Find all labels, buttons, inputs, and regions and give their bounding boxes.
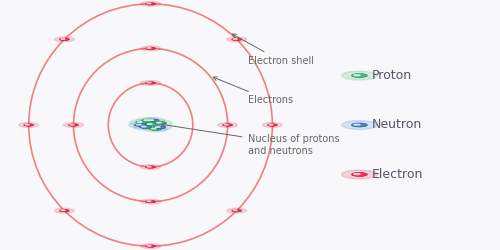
Ellipse shape xyxy=(147,3,151,4)
Ellipse shape xyxy=(140,126,151,128)
Ellipse shape xyxy=(150,128,162,130)
Ellipse shape xyxy=(26,124,29,125)
Ellipse shape xyxy=(54,37,74,42)
Ellipse shape xyxy=(147,82,151,83)
Ellipse shape xyxy=(136,124,141,125)
Ellipse shape xyxy=(140,80,160,86)
Ellipse shape xyxy=(128,122,152,128)
Text: Proton: Proton xyxy=(372,69,412,82)
Ellipse shape xyxy=(146,245,156,248)
Ellipse shape xyxy=(154,122,166,124)
Ellipse shape xyxy=(134,124,146,126)
Ellipse shape xyxy=(262,122,282,128)
Ellipse shape xyxy=(60,210,70,212)
Ellipse shape xyxy=(227,37,246,42)
Ellipse shape xyxy=(224,124,228,125)
Ellipse shape xyxy=(141,118,165,124)
Ellipse shape xyxy=(130,120,154,126)
Ellipse shape xyxy=(269,124,273,125)
Ellipse shape xyxy=(268,124,278,126)
Ellipse shape xyxy=(19,122,38,128)
Ellipse shape xyxy=(342,120,378,130)
Ellipse shape xyxy=(232,38,241,40)
Ellipse shape xyxy=(154,126,166,129)
Ellipse shape xyxy=(140,46,160,51)
Ellipse shape xyxy=(54,208,74,213)
Ellipse shape xyxy=(222,124,232,126)
Ellipse shape xyxy=(146,166,156,168)
Ellipse shape xyxy=(142,126,146,127)
Text: Neutron: Neutron xyxy=(372,118,422,132)
Ellipse shape xyxy=(147,119,159,122)
Ellipse shape xyxy=(136,121,147,124)
Ellipse shape xyxy=(342,71,378,80)
Ellipse shape xyxy=(227,208,246,213)
Ellipse shape xyxy=(352,123,368,127)
Ellipse shape xyxy=(140,199,160,204)
Ellipse shape xyxy=(144,126,168,132)
Ellipse shape xyxy=(140,164,160,170)
Ellipse shape xyxy=(218,122,238,128)
Ellipse shape xyxy=(146,47,156,50)
Ellipse shape xyxy=(146,200,156,203)
Ellipse shape xyxy=(148,124,172,130)
Ellipse shape xyxy=(140,122,164,128)
Ellipse shape xyxy=(70,124,74,125)
Ellipse shape xyxy=(68,124,78,126)
Ellipse shape xyxy=(232,210,241,212)
Ellipse shape xyxy=(352,74,368,78)
Ellipse shape xyxy=(146,2,156,5)
Ellipse shape xyxy=(148,120,172,126)
Ellipse shape xyxy=(147,166,151,167)
Ellipse shape xyxy=(140,244,160,248)
Ellipse shape xyxy=(134,124,158,130)
Ellipse shape xyxy=(152,128,156,129)
Text: Electron shell: Electron shell xyxy=(232,34,314,66)
Ellipse shape xyxy=(156,122,161,123)
Ellipse shape xyxy=(147,201,151,202)
Text: Electron: Electron xyxy=(372,168,422,181)
Ellipse shape xyxy=(60,38,70,40)
Ellipse shape xyxy=(24,124,34,126)
Ellipse shape xyxy=(136,118,160,124)
Ellipse shape xyxy=(342,170,378,179)
Ellipse shape xyxy=(146,123,158,126)
Ellipse shape xyxy=(142,119,154,122)
Ellipse shape xyxy=(146,82,156,84)
Text: Nucleus of protons
and neutrons: Nucleus of protons and neutrons xyxy=(162,123,339,156)
Ellipse shape xyxy=(352,172,368,176)
Text: Electrons: Electrons xyxy=(213,77,292,105)
Ellipse shape xyxy=(354,75,360,76)
Ellipse shape xyxy=(64,122,84,128)
Ellipse shape xyxy=(140,2,160,6)
Ellipse shape xyxy=(354,124,360,125)
